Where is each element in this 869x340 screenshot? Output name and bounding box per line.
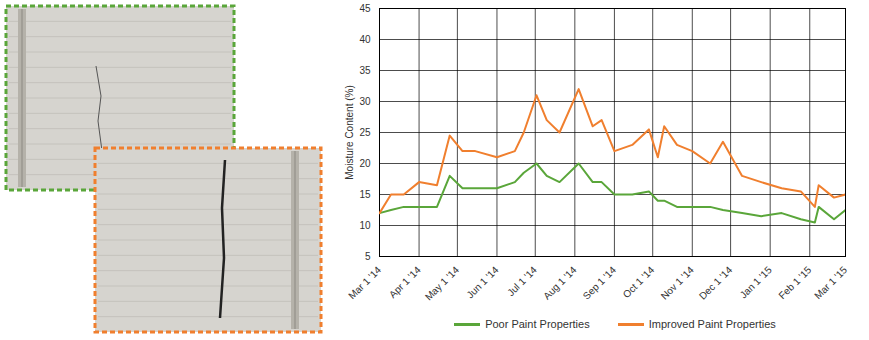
svg-text:30: 30 xyxy=(359,96,371,107)
html-text:Poor Paint Properties: Poor Paint Properties xyxy=(485,318,590,330)
svg-text:10: 10 xyxy=(359,220,371,231)
svg-text:Sep 1 '14: Sep 1 '14 xyxy=(581,264,619,302)
html-text:Improved Paint Properties: Improved Paint Properties xyxy=(648,318,776,330)
svg-text:45: 45 xyxy=(359,3,371,14)
svg-text:Jan 1 '15: Jan 1 '15 xyxy=(738,264,775,301)
svg-text:15: 15 xyxy=(359,189,371,200)
svg-text:Nov 1 '14: Nov 1 '14 xyxy=(659,264,697,302)
svg-text:Apr 1 '14: Apr 1 '14 xyxy=(387,264,423,300)
svg-text:Oct 1 '14: Oct 1 '14 xyxy=(621,264,657,300)
svg-text:40: 40 xyxy=(359,34,371,45)
svg-text:Mar 1 '14: Mar 1 '14 xyxy=(346,264,383,301)
svg-text:25: 25 xyxy=(359,127,371,138)
svg-text:Jul 1 '14: Jul 1 '14 xyxy=(505,264,539,298)
svg-text:Aug 1 '14: Aug 1 '14 xyxy=(541,264,579,302)
svg-text:Feb 1 '15: Feb 1 '15 xyxy=(776,264,813,301)
svg-text:20: 20 xyxy=(359,158,371,169)
svg-text:Mar 1 '15: Mar 1 '15 xyxy=(812,264,849,301)
svg-text:5: 5 xyxy=(365,251,371,262)
svg-text:Jun 1 '14: Jun 1 '14 xyxy=(464,264,501,301)
svg-text:Moisture Content (%): Moisture Content (%) xyxy=(344,85,355,179)
svg-text:Dec 1 '14: Dec 1 '14 xyxy=(697,264,735,302)
svg-text:35: 35 xyxy=(359,65,371,76)
svg-text:May 1 '14: May 1 '14 xyxy=(423,264,462,303)
